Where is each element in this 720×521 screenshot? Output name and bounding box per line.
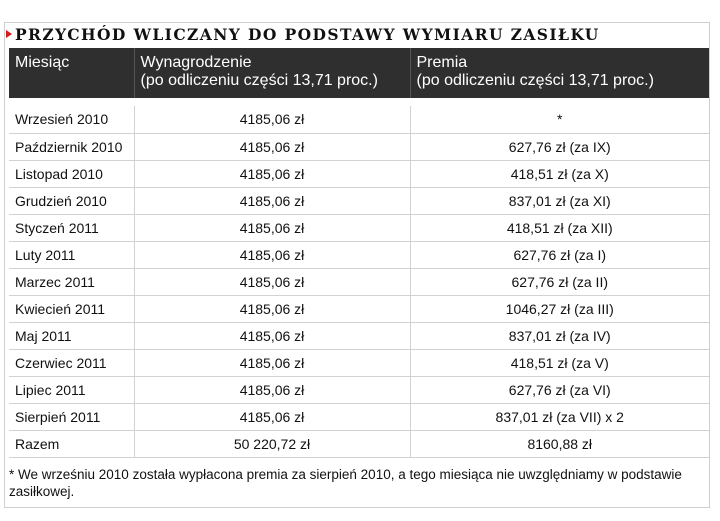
salary-cell: 4185,06 zł [134, 106, 411, 134]
bonus-cell: 627,76 zł (za VI) [410, 376, 709, 404]
bonus-cell: 627,76 zł (za IX) [410, 133, 709, 161]
header-row: Miesiąc Wynagrodzenie (po odliczeniu czę… [9, 48, 709, 98]
salary-cell: 4185,06 zł [134, 295, 411, 323]
month-cell: Październik 2010 [9, 133, 135, 161]
table-row: Marzec 2011 4185,06 zł 627,76 zł (za II) [9, 268, 709, 296]
table-row: Listopad 2010 4185,06 zł 418,51 zł (za X) [9, 160, 709, 188]
month-cell: Sierpień 2011 [9, 403, 135, 431]
salary-cell: 4185,06 zł [134, 160, 411, 188]
table-row: Styczeń 2011 4185,06 zł 418,51 zł (za XII) [9, 214, 709, 242]
bonus-cell: 418,51 zł (za X) [410, 160, 709, 188]
bonus-cell: * [410, 106, 709, 134]
salary-cell: 4185,06 zł [134, 349, 411, 377]
table-row: Maj 2011 4185,06 zł 837,01 zł (za IV) [9, 322, 709, 350]
footnote: * We wrześniu 2010 została wypłacona pre… [9, 467, 682, 499]
header-month: Miesiąc [9, 48, 135, 98]
month-cell: Czerwiec 2011 [9, 349, 135, 377]
table-row: Wrzesień 2010 4185,06 zł * [9, 106, 709, 134]
bonus-cell: 627,76 zł (za II) [410, 268, 709, 296]
bonus-cell: 837,01 zł (za XI) [410, 187, 709, 215]
table-row: Lipiec 2011 4185,06 zł 627,76 zł (za VI) [9, 376, 709, 404]
month-cell: Wrzesień 2010 [9, 106, 135, 134]
table-title-bar: PRZYCHÓD WLICZANY DO PODSTAWY WYMIARU ZA… [4, 22, 710, 46]
header-salary-line2: (po odliczeniu części 13,71 proc.) [140, 72, 378, 89]
month-cell: Grudzień 2010 [9, 187, 135, 215]
header-bonus-line2: (po odliczeniu części 13,71 proc.) [416, 72, 654, 89]
salary-cell: 4185,06 zł [134, 241, 411, 269]
month-cell: Razem [9, 430, 135, 458]
bonus-cell: 418,51 zł (za XII) [410, 214, 709, 242]
table-row: Sierpień 2011 4185,06 zł 837,01 zł (za VII… [9, 403, 709, 431]
bonus-cell: 627,76 zł (za I) [410, 241, 709, 269]
month-cell: Styczeń 2011 [9, 214, 135, 242]
bonus-cell: 1046,27 zł (za III) [410, 295, 709, 323]
table-frame [4, 22, 710, 508]
month-cell: Maj 2011 [9, 322, 135, 350]
title-marker-icon [6, 30, 12, 38]
table-row: Czerwiec 2011 4185,06 zł 418,51 zł (za V) [9, 349, 709, 377]
month-cell: Luty 2011 [9, 241, 135, 269]
salary-cell: 4185,06 zł [134, 322, 411, 350]
salary-cell: 4185,06 zł [134, 268, 411, 296]
header-spacer-cell [9, 98, 709, 106]
header-salary-line1: Wynagrodzenie [140, 54, 252, 71]
income-table: Miesiąc Wynagrodzenie (po odliczeniu czę… [9, 48, 709, 458]
salary-cell: 50 220,72 zł [134, 430, 411, 458]
month-cell: Lipiec 2011 [9, 376, 135, 404]
salary-cell: 4185,06 zł [134, 376, 411, 404]
month-cell: Kwiecień 2011 [9, 295, 135, 323]
bonus-cell: 8160,88 zł [410, 430, 709, 458]
header-bonus: Premia (po odliczeniu części 13,71 proc.… [410, 48, 709, 98]
month-cell: Marzec 2011 [9, 268, 135, 296]
salary-cell: 4185,06 zł [134, 403, 411, 431]
header-month-label: Miesiąc [15, 54, 70, 71]
table-row: Luty 2011 4185,06 zł 627,76 zł (za I) [9, 241, 709, 269]
salary-cell: 4185,06 zł [134, 133, 411, 161]
bonus-cell: 837,01 zł (za IV) [410, 322, 709, 350]
table-row: Październik 2010 4185,06 zł 627,76 zł (za … [9, 133, 709, 161]
table-row: Razem 50 220,72 zł 8160,88 zł [9, 430, 709, 458]
bonus-cell: 418,51 zł (za V) [410, 349, 709, 377]
header-bonus-line1: Premia [416, 54, 468, 71]
month-cell: Listopad 2010 [9, 160, 135, 188]
table-row: Kwiecień 2011 4185,06 zł 1046,27 zł (za II… [9, 295, 709, 323]
table-title: PRZYCHÓD WLICZANY DO PODSTAWY WYMIARU ZA… [15, 24, 600, 44]
header-spacer [9, 98, 709, 106]
header-salary: Wynagrodzenie (po odliczeniu części 13,7… [134, 48, 411, 98]
table-row: Grudzień 2010 4185,06 zł 837,01 zł (za XI) [9, 187, 709, 215]
salary-cell: 4185,06 zł [134, 187, 411, 215]
salary-cell: 4185,06 zł [134, 214, 411, 242]
bonus-cell: 837,01 zł (za VII) x 2 [410, 403, 709, 431]
